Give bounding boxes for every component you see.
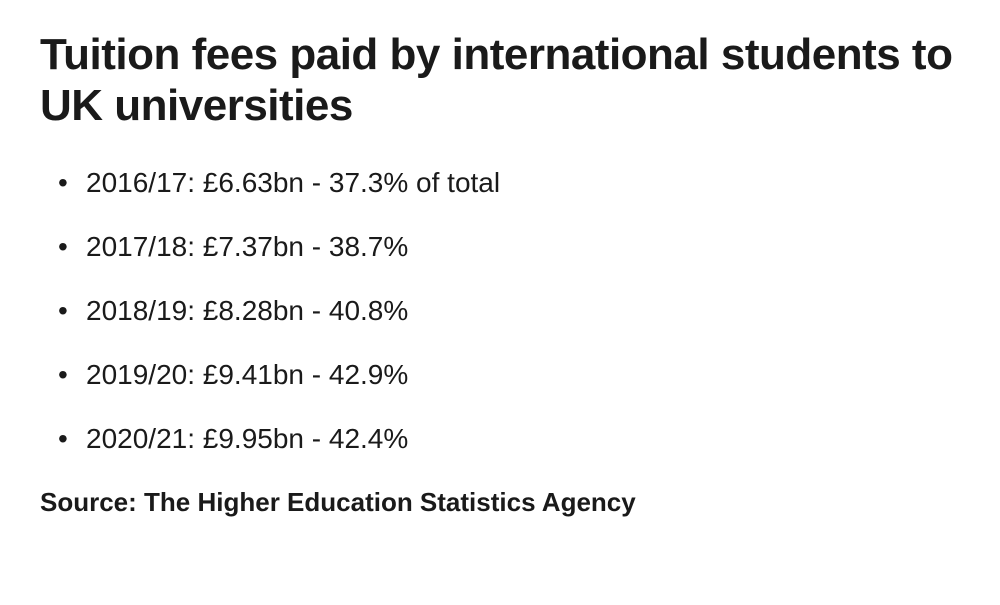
source-attribution: Source: The Higher Education Statistics … — [40, 487, 960, 518]
data-list: 2016/17: £6.63bn - 37.3% of total 2017/1… — [58, 167, 960, 455]
list-item: 2017/18: £7.37bn - 38.7% — [58, 231, 960, 263]
list-item: 2016/17: £6.63bn - 37.3% of total — [58, 167, 960, 199]
list-item: 2020/21: £9.95bn - 42.4% — [58, 423, 960, 455]
list-item: 2019/20: £9.41bn - 42.9% — [58, 359, 960, 391]
list-item: 2018/19: £8.28bn - 40.8% — [58, 295, 960, 327]
page-title: Tuition fees paid by international stude… — [40, 30, 960, 131]
